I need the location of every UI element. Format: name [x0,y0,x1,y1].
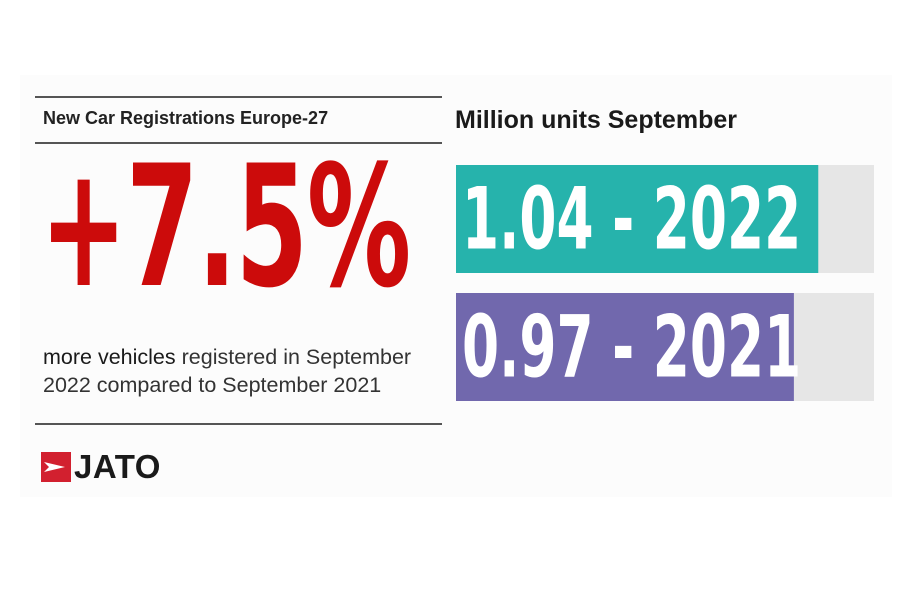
left-heading: New Car Registrations Europe-27 [43,108,329,128]
infographic-panel [20,75,892,497]
bar-label-2022: 1.04 - 2022 [462,169,801,269]
chart-title: Million units September [455,106,737,134]
logo-text: JATO [74,448,161,485]
logo-mark-arrow [44,462,65,472]
jato-logo-icon [41,452,71,482]
caption-highlight: more vehicles [43,345,176,369]
bar-2021 [456,293,794,401]
heading-divider [35,142,442,144]
bottom-divider [35,423,442,425]
stat-caption: more vehicles registered in September 20… [43,343,438,399]
top-divider [35,96,442,98]
bar-label-2021: 0.97 - 2021 [462,297,801,397]
growth-stat: +7.5% [40,129,411,325]
bar-2022 [456,165,819,273]
caption-text: registered in September 2022 compared to… [43,345,412,397]
registrations-bar-chart: 1.04 - 2022 0.97 - 2021 [456,165,874,401]
